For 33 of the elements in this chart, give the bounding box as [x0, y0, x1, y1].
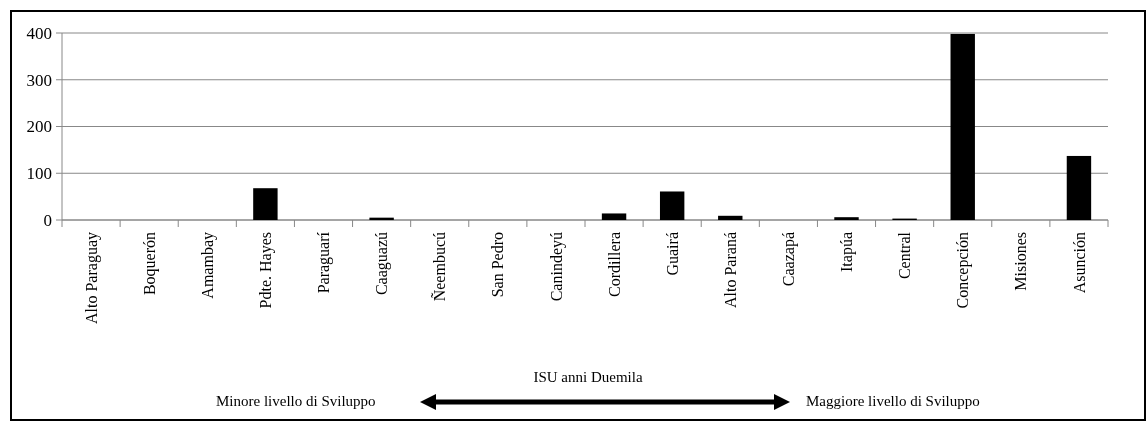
bar: [1066, 155, 1092, 220]
x-tick-label: Cordillera: [605, 232, 623, 297]
x-tick-label: Alto Paraná: [721, 232, 739, 308]
y-tick-label: 300: [26, 70, 52, 90]
x-tick-label: Ñeembucú: [431, 232, 449, 302]
x-tick-label: Asunción: [1070, 232, 1088, 294]
x-tick-label: Alto Paraguay: [82, 232, 101, 324]
x-tick-label: Canindeyú: [547, 232, 566, 302]
x-tick-label: Caaguazú: [373, 232, 392, 296]
bar: [253, 188, 278, 220]
y-tick-label: 400: [26, 23, 52, 43]
bar: [601, 213, 627, 220]
bar: [718, 215, 743, 220]
x-tick-label: Caazapá: [779, 232, 798, 287]
x-tick-label: San Pedro: [489, 232, 507, 298]
bar: [834, 217, 859, 220]
x-tick-label: Concepción: [954, 232, 973, 309]
y-tick-label: 100: [26, 164, 52, 184]
y-tick-label: 200: [26, 117, 52, 137]
bar: [950, 33, 975, 220]
x-tick-label: Paraguarí: [315, 231, 334, 294]
y-tick-label: 0: [43, 210, 52, 230]
x-tick-label: Central: [896, 231, 914, 280]
text: Maggiore livello di Sviluppo: [806, 393, 980, 409]
x-tick-label: Boquerón: [140, 232, 159, 296]
x-axis-title: ISU anni Duemila: [533, 369, 643, 385]
x-tick-label: Amambay: [198, 232, 217, 299]
bar: [659, 191, 685, 220]
text: Minore livello di Sviluppo: [216, 393, 376, 409]
x-tick-label: Itapúa: [838, 232, 857, 272]
x-tick-label: Pdte. Hayes: [256, 232, 275, 309]
x-tick-label: Guairá: [663, 232, 681, 276]
x-tick-label: Misiones: [1012, 232, 1030, 291]
